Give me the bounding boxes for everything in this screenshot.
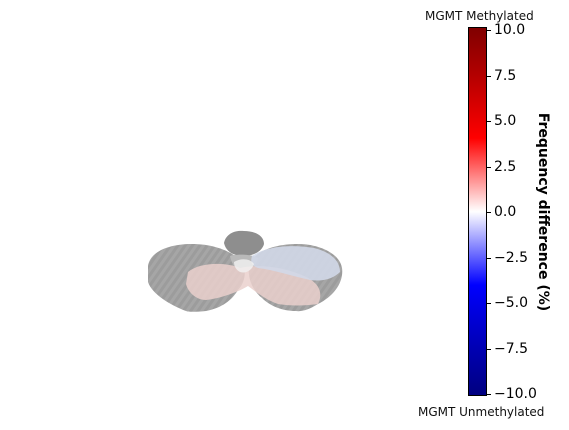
tick-label: 10.0	[494, 23, 525, 37]
tick-mark	[487, 303, 491, 304]
tick-mark	[487, 121, 491, 122]
tick-mark	[487, 167, 491, 168]
tick-mark	[487, 212, 491, 213]
tick-label: −5.0	[494, 296, 528, 310]
colorbar	[468, 27, 487, 396]
mgmt-methylated-label: MGMT Methylated	[425, 9, 534, 23]
tick-label: 2.5	[494, 160, 516, 174]
tick-label: 5.0	[494, 114, 516, 128]
tick-mark	[487, 349, 491, 350]
colorbar-title: Frequency difference (%)	[535, 113, 551, 311]
mgmt-unmethylated-label: MGMT Unmethylated	[418, 405, 544, 419]
brain-top-lobe	[224, 231, 264, 256]
tick-mark	[487, 258, 491, 259]
tick-label: −10.0	[494, 387, 537, 401]
tick-label: −7.5	[494, 342, 528, 356]
tick-mark	[487, 30, 491, 31]
tick-mark	[487, 76, 491, 77]
tick-label: 0.0	[494, 205, 516, 219]
tick-label: 7.5	[494, 69, 516, 83]
tick-mark	[487, 394, 491, 395]
tick-label: −2.5	[494, 251, 528, 265]
